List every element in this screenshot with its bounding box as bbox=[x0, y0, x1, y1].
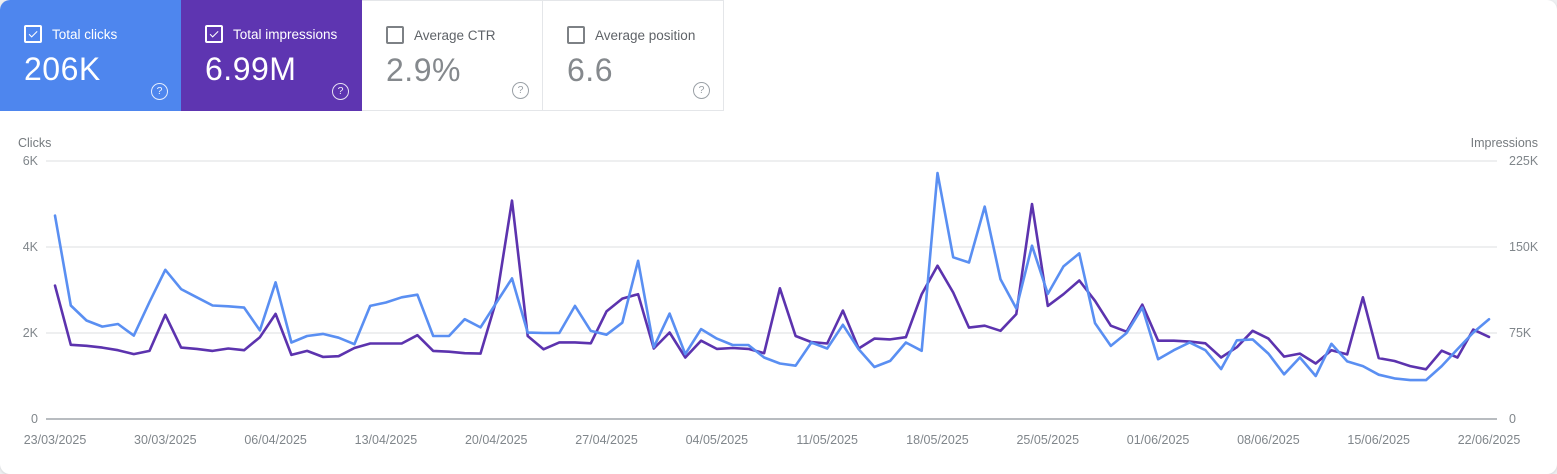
x-axis-date-label: 01/06/2025 bbox=[1126, 433, 1190, 447]
metric-card-total-impressions[interactable]: Total impressions 6.99M ? bbox=[181, 0, 362, 111]
right-axis-title: Impressions bbox=[1470, 136, 1538, 150]
metric-card-header: Total clicks bbox=[24, 25, 181, 43]
metric-checkbox[interactable] bbox=[24, 25, 42, 43]
metric-label: Total impressions bbox=[233, 26, 338, 42]
metric-card-header: Total impressions bbox=[205, 25, 362, 43]
metric-checkbox[interactable] bbox=[205, 25, 223, 43]
y-axis-tick-right: 75K bbox=[1509, 326, 1532, 340]
x-axis-date-label: 22/06/2025 bbox=[1457, 433, 1521, 447]
x-axis-date-label: 27/04/2025 bbox=[575, 433, 638, 447]
metric-card-average-ctr[interactable]: Average CTR 2.9% ? bbox=[362, 0, 543, 111]
x-axis-date-label: 13/04/2025 bbox=[354, 433, 418, 447]
y-axis-tick-right: 225K bbox=[1509, 154, 1539, 168]
x-axis-date-label: 18/05/2025 bbox=[906, 433, 969, 447]
x-axis-date-label: 25/05/2025 bbox=[1016, 433, 1080, 447]
x-axis-date-label: 15/06/2025 bbox=[1347, 433, 1410, 447]
help-icon[interactable]: ? bbox=[693, 82, 710, 99]
help-icon[interactable]: ? bbox=[512, 82, 529, 99]
metric-card-header: Average position bbox=[567, 26, 723, 44]
metric-label: Average CTR bbox=[414, 27, 496, 43]
clicks-line bbox=[53, 171, 1491, 382]
y-axis-tick-left: 6K bbox=[22, 154, 38, 168]
metric-cards-row: Total clicks 206K ? Total impressions 6.… bbox=[0, 0, 724, 111]
x-axis-date-label: 20/04/2025 bbox=[464, 433, 528, 447]
left-axis-title: Clicks bbox=[18, 136, 52, 150]
help-icon[interactable]: ? bbox=[151, 83, 168, 100]
x-axis-date-label: 23/03/2025 bbox=[23, 433, 87, 447]
metric-card-average-position[interactable]: Average position 6.6 ? bbox=[543, 0, 724, 111]
checkmark-icon bbox=[28, 30, 38, 38]
impressions-line bbox=[53, 199, 1491, 371]
gridlines bbox=[46, 160, 1497, 334]
x-axis-date-label: 08/06/2025 bbox=[1237, 433, 1300, 447]
metric-label: Average position bbox=[595, 27, 696, 43]
metric-checkbox[interactable] bbox=[567, 26, 585, 44]
metric-label: Total clicks bbox=[52, 26, 118, 42]
metric-value: 6.99M bbox=[205, 51, 297, 87]
metric-value: 2.9% bbox=[386, 52, 461, 88]
help-icon[interactable]: ? bbox=[332, 83, 349, 100]
x-axis-date-label: 11/05/2025 bbox=[796, 433, 858, 447]
metric-value: 6.6 bbox=[567, 52, 613, 88]
checkmark-icon bbox=[209, 30, 219, 38]
metric-value: 206K bbox=[24, 51, 101, 87]
y-axis-tick-right: 150K bbox=[1509, 240, 1539, 254]
metric-card-header: Average CTR bbox=[386, 26, 542, 44]
x-axis-date-label: 04/05/2025 bbox=[685, 433, 749, 447]
x-axis-date-label: 30/03/2025 bbox=[134, 433, 197, 447]
metric-card-total-clicks[interactable]: Total clicks 206K ? bbox=[0, 0, 181, 111]
metric-checkbox[interactable] bbox=[386, 26, 404, 44]
y-axis-tick-right: 0 bbox=[1509, 412, 1516, 426]
x-axis-date-label: 06/04/2025 bbox=[244, 433, 307, 447]
y-axis-tick-left: 4K bbox=[22, 240, 38, 254]
y-axis-tick-left: 0 bbox=[31, 412, 38, 426]
y-axis-tick-left: 2K bbox=[22, 326, 38, 340]
